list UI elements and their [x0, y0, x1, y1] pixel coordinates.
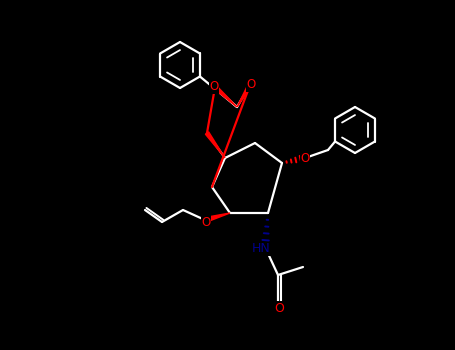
Text: O: O — [202, 216, 211, 229]
Text: HN: HN — [252, 243, 270, 256]
Text: O: O — [209, 80, 218, 93]
Text: O: O — [274, 301, 284, 315]
Polygon shape — [204, 213, 230, 222]
Polygon shape — [237, 84, 252, 107]
Polygon shape — [214, 85, 237, 107]
Polygon shape — [205, 132, 225, 158]
Text: O: O — [246, 78, 256, 91]
Text: O: O — [300, 152, 309, 164]
